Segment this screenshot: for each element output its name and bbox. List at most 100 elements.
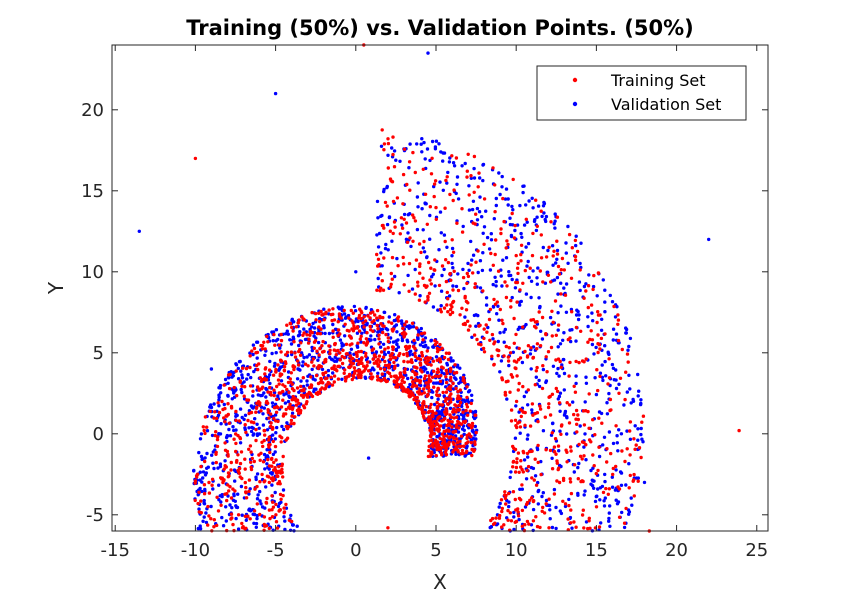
training-point <box>514 253 518 258</box>
validation-point <box>498 370 502 374</box>
training-point <box>201 425 205 429</box>
training-point <box>382 148 386 152</box>
validation-point <box>607 519 611 523</box>
training-point <box>394 356 398 360</box>
validation-point <box>576 317 581 322</box>
training-point <box>268 450 272 455</box>
training-point <box>435 393 439 397</box>
validation-point <box>584 282 588 286</box>
validation-point <box>307 353 312 357</box>
training-point <box>282 369 287 373</box>
training-point <box>420 354 425 358</box>
validation-point <box>530 196 534 200</box>
training-point <box>347 334 352 338</box>
training-point <box>448 271 452 276</box>
training-point <box>554 358 558 362</box>
training-point <box>427 448 431 453</box>
training-point <box>428 278 432 282</box>
validation-point <box>507 273 511 278</box>
validation-point <box>546 248 550 253</box>
validation-point <box>471 253 476 257</box>
validation-point <box>614 378 618 382</box>
training-point <box>381 288 386 292</box>
training-point <box>435 400 439 405</box>
validation-point <box>626 348 630 352</box>
validation-point <box>493 275 497 279</box>
validation-point <box>399 319 404 323</box>
validation-point <box>474 324 478 328</box>
validation-point <box>639 432 643 437</box>
validation-point <box>605 401 609 405</box>
training-point <box>421 167 425 171</box>
training-point <box>408 236 412 240</box>
training-point <box>451 435 456 440</box>
training-point <box>267 416 271 420</box>
training-point <box>462 378 466 382</box>
training-point <box>365 364 369 368</box>
validation-point <box>608 524 612 528</box>
validation-point <box>539 329 543 333</box>
validation-point <box>541 491 545 495</box>
training-point <box>226 483 230 487</box>
validation-point <box>369 334 373 338</box>
validation-point <box>484 296 489 300</box>
training-point <box>431 441 435 446</box>
training-point <box>639 455 643 460</box>
validation-point <box>502 330 506 334</box>
validation-point <box>251 512 255 516</box>
validation-point <box>263 353 267 357</box>
training-point <box>227 386 232 391</box>
validation-point <box>376 245 381 249</box>
training-point <box>407 261 412 266</box>
validation-point <box>498 331 502 335</box>
training-point <box>589 329 593 333</box>
validation-point <box>584 520 589 524</box>
validation-point <box>227 427 231 432</box>
training-point <box>429 451 433 455</box>
training-point <box>282 510 287 514</box>
validation-point <box>198 478 202 482</box>
training-point <box>386 370 390 374</box>
training-point <box>422 239 426 244</box>
validation-point <box>555 371 559 376</box>
training-point <box>399 216 404 220</box>
training-point <box>231 487 235 491</box>
validation-point <box>481 162 486 167</box>
validation-point <box>611 441 616 446</box>
validation-point <box>420 150 424 154</box>
training-point <box>523 423 527 427</box>
training-point <box>223 492 227 496</box>
validation-point <box>216 466 220 470</box>
training-point <box>437 403 442 407</box>
training-point <box>372 354 377 358</box>
validation-point <box>592 486 596 490</box>
training-point <box>238 436 243 441</box>
training-point <box>495 300 499 304</box>
training-point <box>216 509 221 513</box>
validation-point <box>415 227 420 232</box>
training-point <box>474 413 478 417</box>
validation-point <box>536 502 540 506</box>
validation-point <box>442 267 446 272</box>
training-point <box>449 375 453 380</box>
training-point <box>535 365 539 370</box>
training-point <box>484 323 488 327</box>
training-point <box>375 308 380 313</box>
x-tick-label: -15 <box>101 540 130 561</box>
training-point <box>587 426 591 430</box>
training-point <box>536 443 540 448</box>
validation-point <box>583 489 587 493</box>
training-point <box>405 351 409 355</box>
training-point <box>212 416 216 420</box>
validation-point <box>390 146 394 150</box>
training-point <box>641 414 646 418</box>
validation-point <box>217 498 221 502</box>
validation-point <box>264 395 268 399</box>
training-point <box>234 369 238 373</box>
validation-point <box>606 351 611 356</box>
validation-point <box>511 350 515 354</box>
training-point <box>616 318 621 322</box>
training-point <box>472 333 477 337</box>
training-point <box>414 258 419 262</box>
training-point <box>620 449 624 453</box>
